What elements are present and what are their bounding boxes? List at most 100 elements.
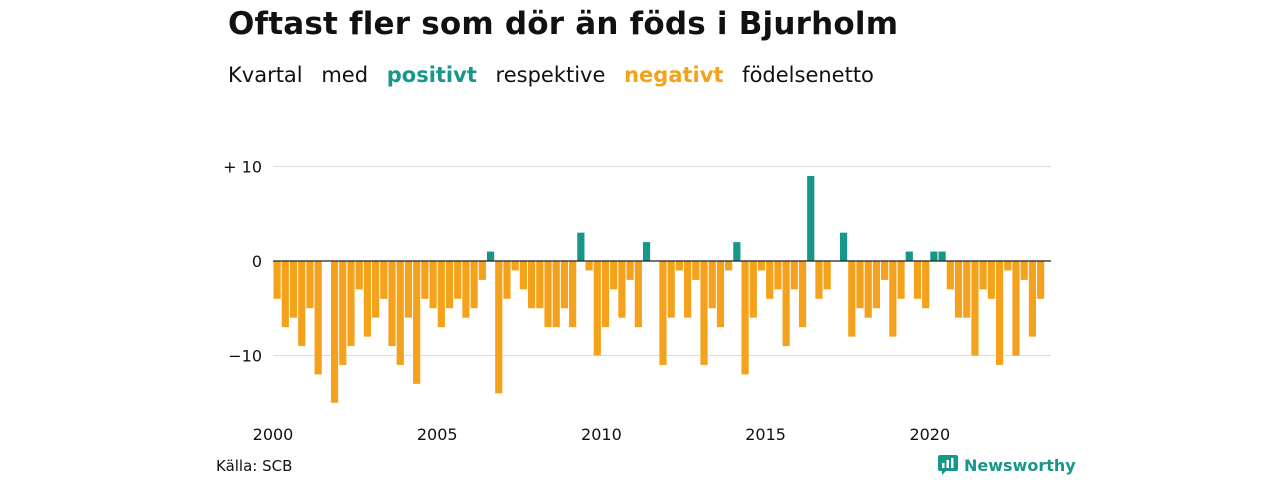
bar: [1004, 261, 1012, 271]
bar: [1037, 261, 1045, 299]
bar: [314, 261, 322, 375]
bar: [725, 261, 733, 271]
bar: [618, 261, 626, 318]
bar: [823, 261, 831, 290]
bar: [971, 261, 979, 356]
subtitle-word: med: [321, 63, 369, 87]
bar: [634, 261, 642, 328]
brand-name: Newsworthy: [964, 455, 1076, 475]
subtitle-word: födelsenetto: [742, 63, 874, 87]
bar: [445, 261, 454, 309]
bar: [396, 261, 404, 365]
bar: [528, 261, 536, 309]
bar: [298, 261, 306, 347]
bar: [872, 261, 881, 309]
bar: [807, 175, 815, 261]
bar: [495, 261, 503, 394]
bar: [938, 251, 946, 261]
bar: [355, 261, 363, 290]
x-tick-label: 2020: [909, 425, 950, 444]
bar: [569, 261, 577, 328]
bar: [757, 261, 766, 271]
bar: [798, 261, 807, 328]
bar: [848, 261, 856, 337]
bar: [429, 261, 437, 309]
bar: [437, 261, 445, 328]
bar: [413, 261, 421, 384]
bar: [462, 261, 470, 318]
bar: [470, 261, 478, 309]
bar: [380, 261, 388, 299]
bar: [790, 261, 798, 290]
bar: [897, 261, 905, 299]
bar: [585, 261, 593, 271]
bar: [749, 261, 757, 318]
bar: [273, 261, 281, 299]
bar: [1020, 261, 1028, 280]
bar: [1028, 261, 1037, 337]
bar: [560, 261, 569, 309]
subtitle-positive: positivt: [386, 63, 477, 87]
bar: [503, 261, 511, 299]
bar: [536, 261, 544, 309]
x-tick-label: 2015: [745, 425, 786, 444]
subtitle-word: respektive: [495, 63, 606, 87]
bar: [601, 261, 610, 328]
bar: [913, 261, 922, 299]
bar: [478, 261, 486, 280]
bar: [552, 261, 560, 328]
bar: [864, 261, 872, 318]
bar: [421, 261, 429, 299]
bar: [544, 261, 552, 328]
bar: [610, 261, 618, 290]
bar: [684, 261, 692, 318]
bar: [519, 261, 527, 290]
bar: [963, 261, 971, 318]
bar: [708, 261, 716, 309]
source-note: Källa: SCB: [216, 457, 293, 475]
y-tick-label: + 10: [223, 158, 262, 177]
bar: [692, 261, 700, 280]
bar: [700, 261, 708, 365]
bar: [815, 261, 823, 299]
bar: [930, 251, 938, 261]
bar: [289, 261, 298, 318]
bar: [330, 261, 339, 403]
newsworthy-logo-icon: [938, 455, 958, 475]
bar: [733, 242, 741, 261]
bar: [339, 261, 347, 365]
bar: [881, 261, 889, 280]
bar: [363, 261, 372, 337]
x-tick-label: 2005: [417, 425, 458, 444]
bar: [716, 261, 725, 328]
x-tick-label: 2000: [253, 425, 294, 444]
bar: [782, 261, 790, 347]
bar: [577, 232, 585, 261]
y-tick-label: 0: [252, 252, 262, 271]
chart-subtitle: Kvartal med positivt respektive negativt…: [228, 63, 886, 87]
bar: [774, 261, 782, 290]
bar: [922, 261, 930, 309]
brand-logo: Newsworthy: [938, 455, 1076, 475]
bar: [667, 261, 675, 318]
x-tick-label: 2010: [581, 425, 622, 444]
bar: [281, 261, 289, 328]
bar: [593, 261, 601, 356]
subtitle-word: Kvartal: [228, 63, 303, 87]
subtitle-negative: negativt: [624, 63, 724, 87]
bar: [511, 261, 519, 271]
bar: [675, 261, 683, 271]
bar: [372, 261, 380, 318]
bar: [659, 261, 667, 365]
bar: [987, 261, 995, 299]
bar: [954, 261, 963, 318]
bar: [995, 261, 1004, 365]
bar: [889, 261, 897, 337]
bar: [454, 261, 462, 299]
bar: [905, 251, 913, 261]
bar: [946, 261, 954, 290]
bar: [626, 261, 634, 280]
bar: [642, 242, 651, 261]
bar: [486, 251, 495, 261]
